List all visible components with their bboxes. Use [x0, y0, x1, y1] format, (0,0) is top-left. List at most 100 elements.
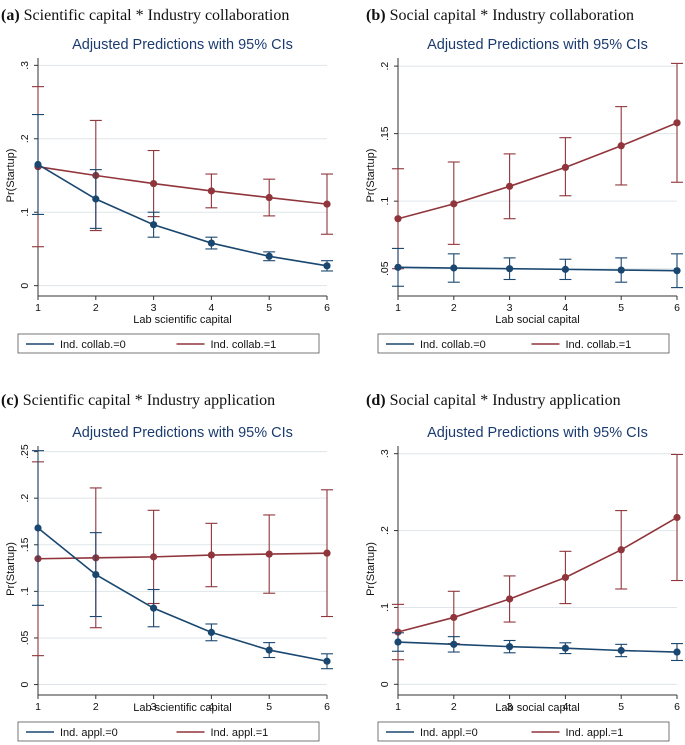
data-point [323, 657, 331, 665]
x-tick-label: 2 [93, 701, 99, 713]
data-point [207, 187, 215, 195]
legend-box [17, 721, 320, 742]
panel-letter: (a) [1, 7, 20, 24]
data-point [150, 221, 158, 229]
y-tick-label: .1 [19, 208, 31, 217]
panel-letter: (c) [1, 392, 19, 409]
x-tick-label: 2 [451, 701, 457, 713]
data-point [673, 119, 681, 127]
series-line [397, 266, 678, 272]
y-tick-label: .1 [379, 197, 391, 206]
panel-title: Scientific capital * Industry applicatio… [23, 392, 275, 409]
x-tick-label: 3 [507, 701, 513, 713]
data-point [394, 215, 402, 223]
data-point [450, 264, 458, 272]
x-tick-label: 1 [35, 701, 41, 713]
x-tick-label: 4 [208, 302, 214, 314]
x-tick-label: 5 [266, 701, 272, 713]
data-point [92, 195, 100, 203]
legend-box [17, 333, 320, 354]
y-tick-label: .25 [19, 444, 31, 459]
x-tick-label: 5 [618, 302, 624, 314]
x-tick-label: 1 [395, 701, 401, 713]
y-tick-label: .1 [379, 603, 391, 612]
chart-panel-a: (a) Scientific capital * Industry collab… [1, 7, 333, 354]
panel-caption: (b) Social capital * Industry collaborat… [366, 7, 634, 24]
data-point [561, 163, 570, 171]
x-tick-label: 6 [674, 302, 680, 314]
legend-label: Ind. collab.=0 [60, 339, 126, 351]
panel-title: Social capital * Industry application [390, 392, 621, 409]
x-tick-label: 4 [562, 302, 568, 314]
x-axis-title: Lab scientific capital [133, 702, 231, 714]
panel-caption: (d) Social capital * Industry applicatio… [366, 392, 621, 409]
x-tick-label: 6 [674, 701, 680, 713]
legend-label: Ind. collab.=0 [420, 339, 486, 351]
data-point [673, 513, 681, 522]
x-tick-label: 5 [618, 701, 624, 713]
series-line [397, 641, 678, 653]
x-tick-label: 6 [324, 701, 330, 713]
y-tick-label: .2 [19, 134, 31, 143]
data-point [207, 628, 215, 636]
series-1 [392, 62, 683, 270]
series-0 [392, 247, 683, 289]
series-line [397, 516, 678, 633]
legend-label: Ind. appl.=0 [420, 727, 478, 739]
data-point [34, 160, 42, 169]
data-point [673, 267, 681, 275]
panel-title: Social capital * Industry collaboration [390, 7, 634, 24]
panel-letter: (b) [366, 7, 386, 24]
data-point [617, 266, 625, 274]
y-tick-label: 0 [379, 681, 391, 687]
legend-label: Ind. appl.=1 [566, 727, 624, 739]
x-tick-label: 5 [266, 302, 272, 314]
data-point [450, 640, 458, 648]
chart-subtitle: Adjusted Predictions with 95% CIs [427, 37, 648, 53]
data-point [561, 644, 570, 652]
data-point [207, 551, 215, 559]
x-tick-label: 4 [208, 701, 214, 713]
data-point [617, 646, 625, 655]
x-tick-label: 2 [93, 302, 99, 314]
chart-subtitle: Adjusted Predictions with 95% CIs [72, 425, 293, 441]
y-tick-label: .3 [19, 61, 31, 70]
x-tick-label: 1 [395, 302, 401, 314]
y-tick-label: .3 [379, 449, 391, 458]
panel-letter: (d) [366, 392, 386, 409]
legend-box [377, 333, 670, 354]
data-point [673, 648, 681, 656]
y-tick-label: .2 [19, 494, 31, 503]
data-point [394, 628, 402, 636]
legend-box [377, 721, 670, 742]
data-point [506, 265, 514, 273]
series-0 [32, 450, 333, 670]
panel-caption: (a) Scientific capital * Industry collab… [1, 7, 289, 24]
data-point [506, 643, 514, 651]
data-point [506, 182, 514, 190]
y-tick-label: .15 [379, 126, 391, 141]
x-tick-label: 3 [151, 302, 157, 314]
data-point [394, 263, 402, 271]
series-line [37, 165, 328, 205]
data-point [323, 549, 331, 557]
y-axis-title: Pr(Startup) [5, 149, 17, 203]
data-point [561, 265, 570, 273]
x-tick-label: 3 [151, 701, 157, 713]
legend-label: Ind. collab.=1 [566, 339, 632, 351]
panel-caption: (c) Scientific capital * Industry applic… [1, 392, 275, 409]
data-point [394, 638, 402, 646]
data-point [617, 546, 625, 554]
legend-label: Ind. appl.=0 [60, 727, 118, 739]
x-tick-label: 4 [562, 701, 568, 713]
y-tick-label: 0 [19, 283, 31, 289]
legend-label: Ind. collab.=1 [211, 339, 277, 351]
data-point [450, 613, 458, 622]
y-tick-label: .1 [19, 587, 31, 596]
data-point [207, 239, 215, 247]
y-axis-title: Pr(Startup) [365, 149, 377, 203]
data-point [561, 573, 570, 582]
chart-panel-d: (d) Social capital * Industry applicatio… [365, 392, 683, 742]
y-axis-title: Pr(Startup) [5, 542, 17, 596]
